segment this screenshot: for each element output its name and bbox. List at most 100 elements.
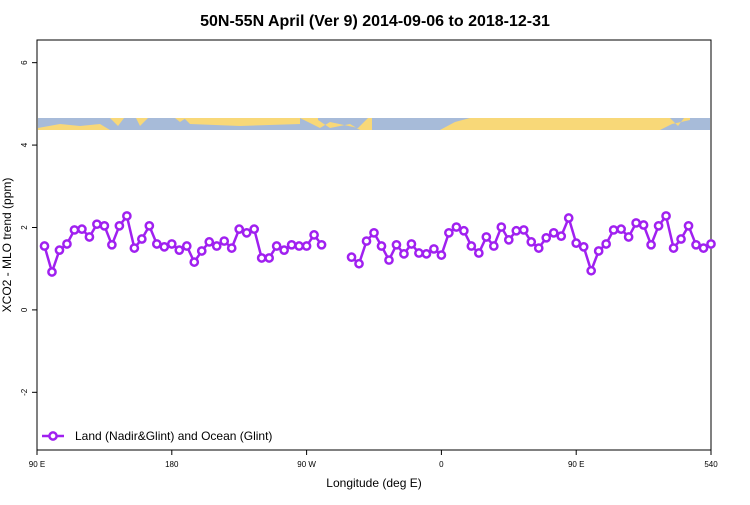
data-point: [414, 248, 424, 258]
data-point: [294, 241, 304, 251]
data-point: [376, 241, 387, 251]
data-point: [451, 222, 462, 232]
data-point: [421, 249, 432, 259]
data-point: [309, 230, 319, 240]
data-point: [84, 232, 95, 242]
data-point: [219, 236, 230, 246]
data-point: [668, 243, 679, 253]
legend-marker: [48, 431, 58, 441]
data-point: [698, 243, 709, 253]
data-point: [144, 220, 155, 231]
data-point: [548, 227, 559, 238]
y-tick-label: 0: [20, 307, 29, 312]
data-point: [92, 219, 102, 230]
data-point: [129, 243, 140, 253]
data-point: [631, 218, 641, 228]
data-point: [586, 265, 597, 276]
x-tick-label: 90 E: [568, 460, 584, 469]
data-point: [384, 255, 394, 265]
data-point: [473, 248, 484, 258]
data-point: [234, 224, 245, 234]
data-point: [136, 234, 147, 244]
data-point: [361, 236, 372, 246]
data-point: [571, 238, 582, 248]
data-point: [159, 242, 170, 252]
data-point: [114, 220, 125, 231]
x-tick-label: 540: [704, 460, 718, 469]
data-point: [271, 241, 282, 251]
data-point: [354, 258, 364, 269]
data-point: [578, 242, 589, 252]
data-point: [683, 220, 694, 231]
data-point: [256, 253, 267, 263]
data-point: [264, 253, 275, 263]
data-point: [166, 239, 177, 249]
data-point: [204, 237, 215, 247]
data-point: [241, 227, 252, 238]
data-point: [661, 211, 671, 221]
data-point: [226, 243, 237, 253]
data-point: [279, 245, 289, 256]
data-point: [646, 239, 656, 250]
data-point: [399, 249, 409, 259]
data-point: [122, 211, 132, 221]
data-point: [391, 239, 402, 250]
y-tick-label: 4: [20, 142, 29, 147]
data-point: [436, 250, 447, 260]
data-point: [301, 241, 312, 251]
data-point: [107, 239, 117, 250]
data-point: [47, 267, 57, 277]
y-axis-label: XCO2 - MLO trend (ppm): [0, 178, 14, 313]
x-tick-label: 90 E: [29, 460, 45, 469]
data-point: [174, 245, 185, 256]
data-point: [99, 220, 110, 231]
data-point: [316, 239, 327, 250]
data-point: [481, 232, 492, 242]
data-point: [466, 241, 477, 251]
data-point: [346, 252, 357, 263]
data-point: [511, 225, 522, 236]
data-point: [54, 245, 65, 256]
data-point: [286, 239, 297, 250]
data-point: [459, 225, 469, 236]
data-point: [151, 239, 162, 249]
data-point: [196, 246, 207, 256]
data-point: [496, 222, 507, 232]
data-point: [638, 220, 649, 230]
data-point: [406, 239, 417, 249]
data-point: [181, 241, 192, 251]
data-point: [249, 224, 260, 234]
data-point: [526, 237, 537, 247]
data-point: [69, 225, 80, 235]
data-point: [563, 213, 574, 223]
chart-title: 50N-55N April (Ver 9) 2014-09-06 to 2018…: [200, 13, 550, 30]
y-tick-label: -2: [20, 388, 29, 396]
data-point: [533, 243, 544, 253]
data-point: [616, 224, 626, 234]
x-tick-label: 90 W: [297, 460, 316, 469]
data-point: [623, 232, 634, 242]
data-point: [189, 257, 200, 267]
data-point: [601, 239, 612, 249]
data-point: [706, 239, 716, 249]
data-point: [77, 224, 87, 234]
data-point: [429, 244, 439, 254]
x-axis-label: Longitude (deg E): [326, 476, 421, 490]
data-point: [211, 241, 222, 251]
x-tick-label: 0: [439, 460, 444, 469]
data-point: [691, 239, 701, 250]
data-point: [653, 220, 664, 231]
x-tick-label: 180: [165, 460, 179, 469]
data-point: [541, 232, 552, 243]
data-point: [488, 241, 499, 251]
y-tick-label: 6: [20, 60, 29, 65]
data-point: [608, 225, 619, 235]
land-ocean-strip: [38, 118, 710, 130]
data-point: [518, 225, 529, 235]
data-point: [676, 234, 686, 244]
data-point: [62, 239, 72, 249]
data-point: [593, 246, 604, 256]
data-point: [556, 231, 567, 241]
y-tick-label: 2: [20, 225, 29, 230]
